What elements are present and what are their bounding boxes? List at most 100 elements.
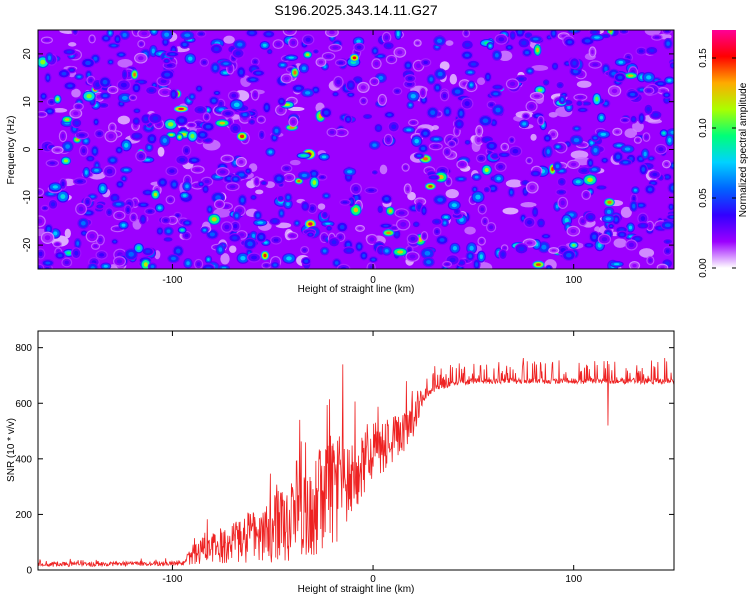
heatmap-blob bbox=[588, 46, 597, 58]
heatmap-blob-core bbox=[369, 237, 375, 242]
heatmap-blob-core bbox=[653, 112, 659, 117]
heatmap-blob-core bbox=[196, 262, 201, 267]
heatmap-blob-core bbox=[613, 263, 620, 266]
heatmap-blob bbox=[466, 242, 478, 255]
heatmap-blob-core bbox=[164, 32, 170, 37]
heatmap-blob bbox=[257, 129, 266, 141]
heatmap-blob bbox=[245, 30, 259, 38]
heatmap-blob bbox=[71, 117, 83, 129]
heatmap-blob bbox=[300, 245, 310, 255]
heatmap-blob-core bbox=[255, 71, 262, 75]
heatmap-blob bbox=[119, 30, 131, 41]
heatmap-blob-core bbox=[421, 90, 425, 96]
heatmap-blob bbox=[505, 78, 520, 90]
heatmap-blob-core bbox=[252, 233, 256, 238]
heatmap-blob-core bbox=[365, 115, 370, 118]
heatmap-blob bbox=[613, 72, 627, 83]
heatmap-blob-core bbox=[140, 203, 146, 206]
heatmap-blob bbox=[277, 208, 286, 219]
heatmap-blob-core bbox=[493, 92, 499, 96]
heatmap-blob-core bbox=[76, 241, 80, 246]
heatmap-blob bbox=[489, 89, 502, 98]
heatmap-blob bbox=[339, 198, 351, 206]
heatmap-blob-core bbox=[583, 102, 589, 105]
heatmap-blob bbox=[392, 87, 403, 96]
heatmap-blob-core bbox=[75, 138, 79, 141]
heatmap-blob-core bbox=[628, 225, 633, 230]
heatmap-blob bbox=[382, 229, 395, 237]
heatmap-blob bbox=[426, 106, 439, 119]
heatmap-blob-core bbox=[434, 220, 440, 224]
heatmap-blob-core bbox=[38, 190, 41, 194]
heatmap-blob-core bbox=[111, 44, 117, 47]
heatmap-blob bbox=[525, 100, 538, 113]
heatmap-blob bbox=[447, 200, 461, 211]
heatmap-blob-core bbox=[190, 133, 195, 139]
heatmap-blob-core bbox=[184, 33, 191, 38]
heatmap-blob-core bbox=[44, 38, 50, 42]
heatmap-blob-core bbox=[660, 266, 665, 269]
heatmap-blob bbox=[481, 164, 493, 176]
heatmap-blob-core bbox=[373, 171, 377, 174]
heatmap-blob-core bbox=[464, 101, 470, 107]
heatmap-x-tick-label: 0 bbox=[370, 275, 376, 286]
heatmap-blob-core bbox=[301, 173, 308, 178]
heatmap-blob-core bbox=[141, 31, 148, 36]
heatmap-blob bbox=[159, 69, 175, 81]
heatmap-blob-core bbox=[303, 204, 308, 209]
heatmap-blob-core bbox=[224, 224, 230, 230]
heatmap-blob-core bbox=[338, 61, 344, 65]
heatmap-blob bbox=[525, 181, 539, 194]
heatmap-blob-core bbox=[438, 174, 444, 180]
heatmap-blob-core bbox=[233, 224, 238, 229]
heatmap-blob bbox=[359, 96, 368, 106]
heatmap-blob-core bbox=[410, 94, 416, 99]
heatmap-blob bbox=[478, 114, 493, 127]
heatmap-blob-core bbox=[310, 206, 315, 211]
heatmap-blob bbox=[251, 69, 266, 78]
heatmap-blob-core bbox=[447, 179, 450, 184]
heatmap-blob-core bbox=[203, 228, 207, 232]
heatmap-blob-core bbox=[179, 157, 185, 162]
heatmap-blob-core bbox=[108, 31, 112, 35]
heatmap-blob-core bbox=[669, 215, 674, 219]
heatmap-blob bbox=[417, 143, 429, 154]
heatmap-blob-core bbox=[432, 145, 439, 148]
heatmap-blob bbox=[132, 107, 142, 115]
heatmap-blob-core bbox=[521, 40, 527, 46]
heatmap-blob bbox=[662, 238, 674, 246]
heatmap-blob bbox=[154, 203, 165, 213]
heatmap-blob bbox=[280, 164, 293, 173]
heatmap-y-tick-label: 0 bbox=[22, 146, 33, 152]
heatmap-blob bbox=[243, 237, 257, 250]
heatmap-blob-core bbox=[219, 101, 223, 106]
heatmap-blob-core bbox=[397, 50, 403, 55]
heatmap-blob bbox=[394, 208, 409, 218]
heatmap-blob-core bbox=[523, 181, 528, 185]
heatmap-blob bbox=[131, 116, 141, 127]
heatmap-blob-core bbox=[268, 50, 272, 53]
heatmap-blob bbox=[566, 225, 581, 237]
heatmap-blob bbox=[215, 243, 226, 256]
heatmap-blob bbox=[262, 30, 276, 39]
heatmap-blob bbox=[111, 200, 126, 209]
heatmap-blob bbox=[177, 226, 187, 234]
heatmap-blob-core bbox=[386, 44, 392, 48]
heatmap-blob-core bbox=[128, 251, 134, 257]
heatmap-blob-core bbox=[369, 265, 373, 269]
heatmap-blob bbox=[180, 30, 195, 41]
heatmap-blob-core bbox=[86, 199, 90, 204]
heatmap-blob bbox=[204, 255, 213, 264]
heatmap-blob bbox=[157, 87, 173, 98]
heatmap-blob-core bbox=[564, 217, 569, 223]
heatmap-blob bbox=[157, 177, 169, 188]
heatmap-blob-core bbox=[162, 90, 169, 94]
heatmap-blob-core bbox=[638, 204, 644, 207]
heatmap-blob-core bbox=[65, 118, 70, 121]
heatmap-blob-core bbox=[39, 113, 45, 116]
heatmap-blob bbox=[366, 233, 379, 246]
heatmap-blob bbox=[136, 201, 150, 209]
heatmap-blob bbox=[312, 48, 320, 55]
heatmap-blob-core bbox=[187, 56, 193, 61]
